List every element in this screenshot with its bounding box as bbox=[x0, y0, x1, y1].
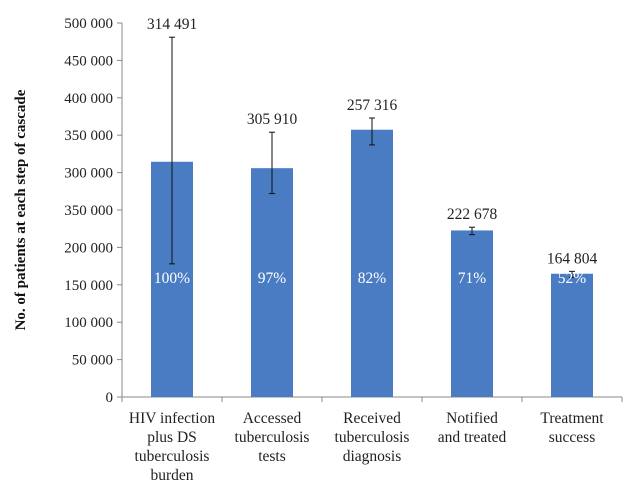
category-labels: HIV infection plus DS tuberculosis burden Ac… bbox=[129, 410, 604, 484]
category-label-line: Received bbox=[343, 410, 401, 427]
y-tick-label: 150 000 bbox=[64, 278, 113, 294]
category-label: HIV infection plus DS tuberculosis burden bbox=[129, 410, 215, 484]
data-labels: 314 491 100% 305 910 97% 257 316 82% 222 678 71… bbox=[147, 16, 598, 287]
y-axis-title-group: No. of patients at each step of cascade bbox=[13, 89, 29, 330]
x-axis bbox=[121, 396, 623, 402]
percent-label: 52% bbox=[558, 270, 587, 287]
category-label-line: Accessed bbox=[243, 410, 302, 427]
percent-label: 100% bbox=[154, 270, 190, 287]
y-tick-label: 300 000 bbox=[64, 166, 113, 182]
y-tick-label: 50 000 bbox=[72, 353, 113, 369]
category-label-line: tuberculosis bbox=[235, 429, 310, 446]
category-label-line: burden bbox=[150, 467, 193, 484]
bar bbox=[251, 168, 293, 397]
value-label: 222 678 bbox=[447, 206, 498, 223]
category-label-line: HIV infection bbox=[129, 410, 215, 427]
category-label-line: diagnosis bbox=[343, 448, 402, 465]
y-tick-label: 200 000 bbox=[64, 240, 113, 256]
category-label: Treatment success bbox=[540, 410, 604, 446]
y-axis-title: No. of patients at each step of cascade bbox=[13, 89, 29, 330]
category-label: Notified and treated bbox=[438, 410, 507, 446]
y-tick-label: 0 bbox=[106, 390, 114, 406]
category-label-line: Notified bbox=[446, 410, 498, 427]
bar bbox=[551, 273, 593, 397]
value-label: 305 910 bbox=[247, 111, 298, 128]
category-label-line: Treatment bbox=[540, 410, 604, 427]
percent-label: 82% bbox=[358, 270, 387, 287]
error-bars bbox=[169, 36, 575, 278]
y-tick-label: 100 000 bbox=[64, 315, 113, 331]
value-label: 164 804 bbox=[547, 250, 598, 267]
category-label-line: plus DS bbox=[147, 429, 197, 446]
y-axis: 0 50 000 100 000 150 000 200 000 350 000 300 0… bbox=[64, 16, 123, 406]
y-tick-label: 400 000 bbox=[64, 91, 113, 107]
category-label-line: and treated bbox=[438, 429, 507, 446]
y-tick-label: 350 000 bbox=[64, 203, 113, 219]
category-label: Received tuberculosis diagnosis bbox=[335, 410, 410, 465]
y-tick-label: 450 000 bbox=[64, 53, 113, 69]
y-tick-label: 350 000 bbox=[64, 128, 113, 144]
y-tick-label: 500 000 bbox=[64, 16, 113, 32]
bar bbox=[351, 129, 393, 397]
category-label: Accessed tuberculosis tests bbox=[235, 410, 310, 465]
category-label-line: tuberculosis bbox=[135, 448, 210, 465]
value-label: 314 491 bbox=[147, 16, 197, 33]
category-label-line: success bbox=[549, 429, 596, 446]
category-label-line: tuberculosis bbox=[335, 429, 410, 446]
percent-label: 71% bbox=[458, 270, 487, 287]
category-label-line: tests bbox=[258, 448, 286, 465]
bar bbox=[451, 230, 493, 397]
bars bbox=[151, 129, 593, 397]
value-label: 257 316 bbox=[347, 97, 398, 114]
percent-label: 97% bbox=[258, 270, 287, 287]
